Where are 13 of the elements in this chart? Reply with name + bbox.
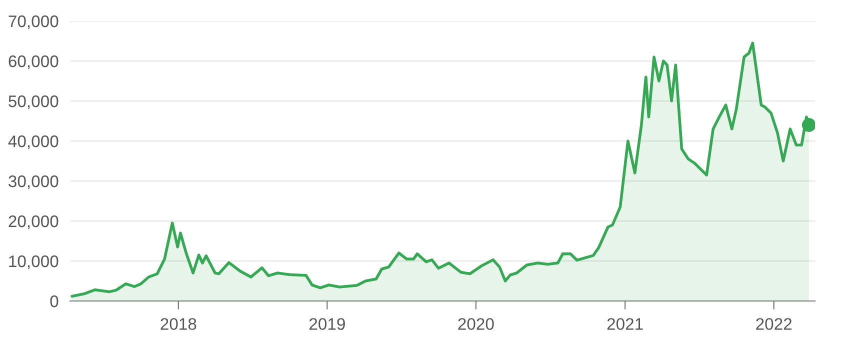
x-tick-label: 2022 bbox=[756, 318, 792, 330]
y-tick-label: 50,000 bbox=[8, 95, 58, 110]
y-tick-label: 20,000 bbox=[8, 215, 58, 230]
y-tick-label: 70,000 bbox=[8, 15, 58, 30]
y-tick-label: 60,000 bbox=[8, 55, 58, 70]
y-tick-label: 30,000 bbox=[8, 175, 58, 190]
y-tick-label: 0 bbox=[50, 295, 58, 308]
y-tick-label: 10,000 bbox=[9, 255, 58, 270]
x-tick-label: 2021 bbox=[607, 318, 643, 330]
x-tick-label: 2019 bbox=[309, 318, 345, 330]
y-tick-label: 40,000 bbox=[8, 135, 58, 150]
x-tick-label: 2018 bbox=[160, 318, 196, 330]
x-tick-label: 2020 bbox=[458, 318, 494, 330]
